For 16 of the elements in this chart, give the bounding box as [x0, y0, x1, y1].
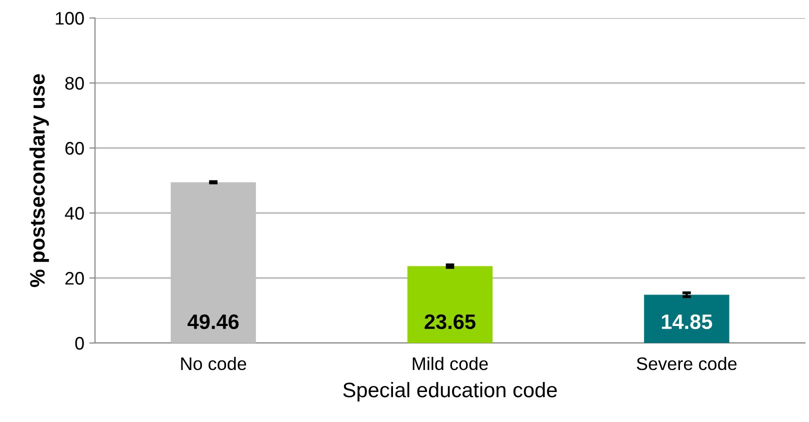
x-tick-label: No code — [181, 356, 246, 370]
y-tick-label: 0 — [75, 336, 84, 350]
y-tick-label: 20 — [65, 272, 84, 285]
x-tick-label: Severe code — [636, 356, 737, 370]
y-tick-label: 60 — [65, 142, 84, 155]
data-label: 23.65 — [424, 314, 476, 330]
data-label: 49.46 — [188, 314, 239, 330]
y-tick-label: 40 — [64, 206, 84, 220]
x-tick-label: Mild code — [412, 356, 488, 370]
x-axis-title: Special education code — [343, 382, 557, 402]
y-tick-label: 80 — [65, 76, 84, 90]
bar — [407, 266, 493, 343]
y-tick-label: 100 — [56, 12, 84, 25]
data-label: 14.85 — [662, 314, 712, 330]
y-axis-title: % postsecondary use — [29, 74, 49, 288]
bar — [644, 294, 730, 343]
